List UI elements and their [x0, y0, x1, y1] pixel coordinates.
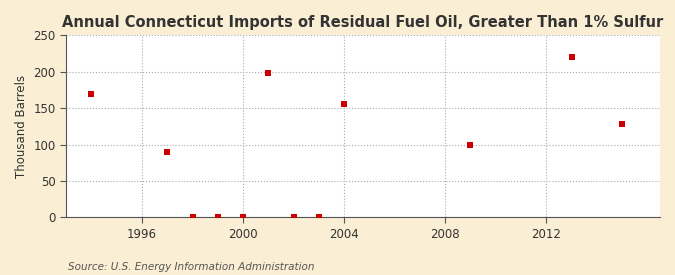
- Point: [288, 214, 299, 219]
- Point: [465, 142, 476, 147]
- Point: [213, 214, 223, 219]
- Point: [162, 150, 173, 154]
- Point: [187, 214, 198, 219]
- Point: [313, 214, 324, 219]
- Text: Source: U.S. Energy Information Administration: Source: U.S. Energy Information Administ…: [68, 262, 314, 272]
- Point: [339, 102, 350, 107]
- Point: [86, 91, 97, 96]
- Point: [238, 214, 248, 219]
- Point: [566, 55, 577, 59]
- Y-axis label: Thousand Barrels: Thousand Barrels: [15, 75, 28, 178]
- Point: [617, 122, 628, 126]
- Title: Annual Connecticut Imports of Residual Fuel Oil, Greater Than 1% Sulfur: Annual Connecticut Imports of Residual F…: [63, 15, 664, 30]
- Point: [263, 71, 274, 75]
